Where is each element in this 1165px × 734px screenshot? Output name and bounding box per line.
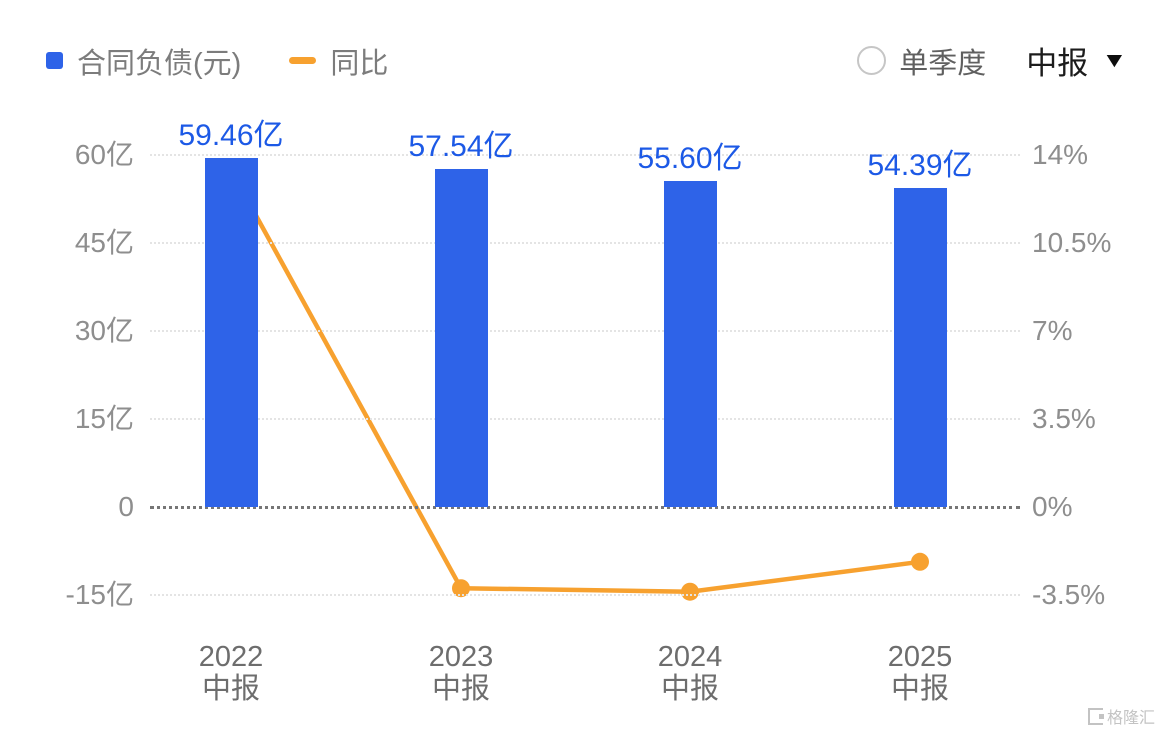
- bar-value-label: 55.60亿: [637, 141, 743, 175]
- bar-value-label: 57.54亿: [408, 130, 514, 164]
- y-axis-tick-left: -15亿: [65, 579, 134, 610]
- y-axis-tick-left: 60亿: [74, 139, 134, 170]
- chart-controls: 单季度 中报 ▼: [857, 38, 1128, 83]
- yoy-line: [229, 169, 921, 594]
- y-axis-tick-right: 10.5%: [1032, 227, 1112, 258]
- bar-value-label: 54.39亿: [867, 148, 973, 182]
- chevron-down-icon: ▼: [1101, 48, 1128, 72]
- watermark-text: 格隆汇: [1106, 710, 1155, 727]
- y-axis-tick-left: 0: [118, 491, 134, 522]
- legend-item-line[interactable]: 同比: [289, 40, 388, 82]
- bar-swatch-icon: [46, 52, 63, 69]
- y-axis-tick-right: -3.5%: [1032, 579, 1106, 610]
- x-axis-label: 2024 中报: [657, 641, 723, 706]
- legend-line-label: 同比: [330, 47, 389, 80]
- gridline--15: [150, 594, 1020, 596]
- y-axis-tick-right: 3.5%: [1032, 403, 1096, 434]
- period-dropdown-value: 中报: [1026, 46, 1089, 81]
- gridline-45: [150, 242, 1020, 244]
- x-axis-label: 2025 中报: [887, 641, 953, 706]
- bar-2025[interactable]: [893, 187, 947, 507]
- single-quarter-radio[interactable]: [857, 46, 887, 75]
- bar-value-label: 59.46亿: [178, 119, 284, 153]
- bar-2023[interactable]: [434, 169, 488, 507]
- watermark: 格隆汇: [1087, 704, 1155, 728]
- y-axis-tick-left: 30亿: [74, 315, 134, 346]
- legend-bar-label: 合同负债(元): [77, 47, 242, 80]
- line-point-2025[interactable]: [911, 552, 929, 571]
- gridline-15: [150, 418, 1020, 420]
- gridline-0: [150, 506, 1020, 509]
- gridline-30: [150, 330, 1020, 332]
- line-swatch-icon: [289, 57, 317, 64]
- x-axis-label: 2022 中报: [198, 641, 264, 706]
- chart-header: 合同负债(元) 同比 单季度 中报 ▼: [46, 38, 1128, 83]
- y-axis-tick-right: 0%: [1032, 491, 1073, 522]
- bar-2024[interactable]: [663, 180, 717, 507]
- gelonghui-logo-icon: [1087, 707, 1104, 725]
- y-axis-tick-right: 7%: [1032, 315, 1073, 346]
- x-axis-label: 2023 中报: [428, 641, 494, 706]
- y-axis-tick-left: 15亿: [74, 403, 134, 434]
- period-dropdown[interactable]: 中报 ▼: [1026, 38, 1128, 83]
- legend-item-bar[interactable]: 合同负债(元): [46, 40, 241, 82]
- single-quarter-label[interactable]: 单季度: [899, 47, 987, 80]
- y-axis-tick-right: 14%: [1032, 139, 1089, 170]
- y-axis-tick-left: 45亿: [74, 227, 134, 258]
- line-point-2024[interactable]: [681, 582, 699, 601]
- gridline-60: [150, 154, 1020, 156]
- bar-2022[interactable]: [204, 158, 258, 507]
